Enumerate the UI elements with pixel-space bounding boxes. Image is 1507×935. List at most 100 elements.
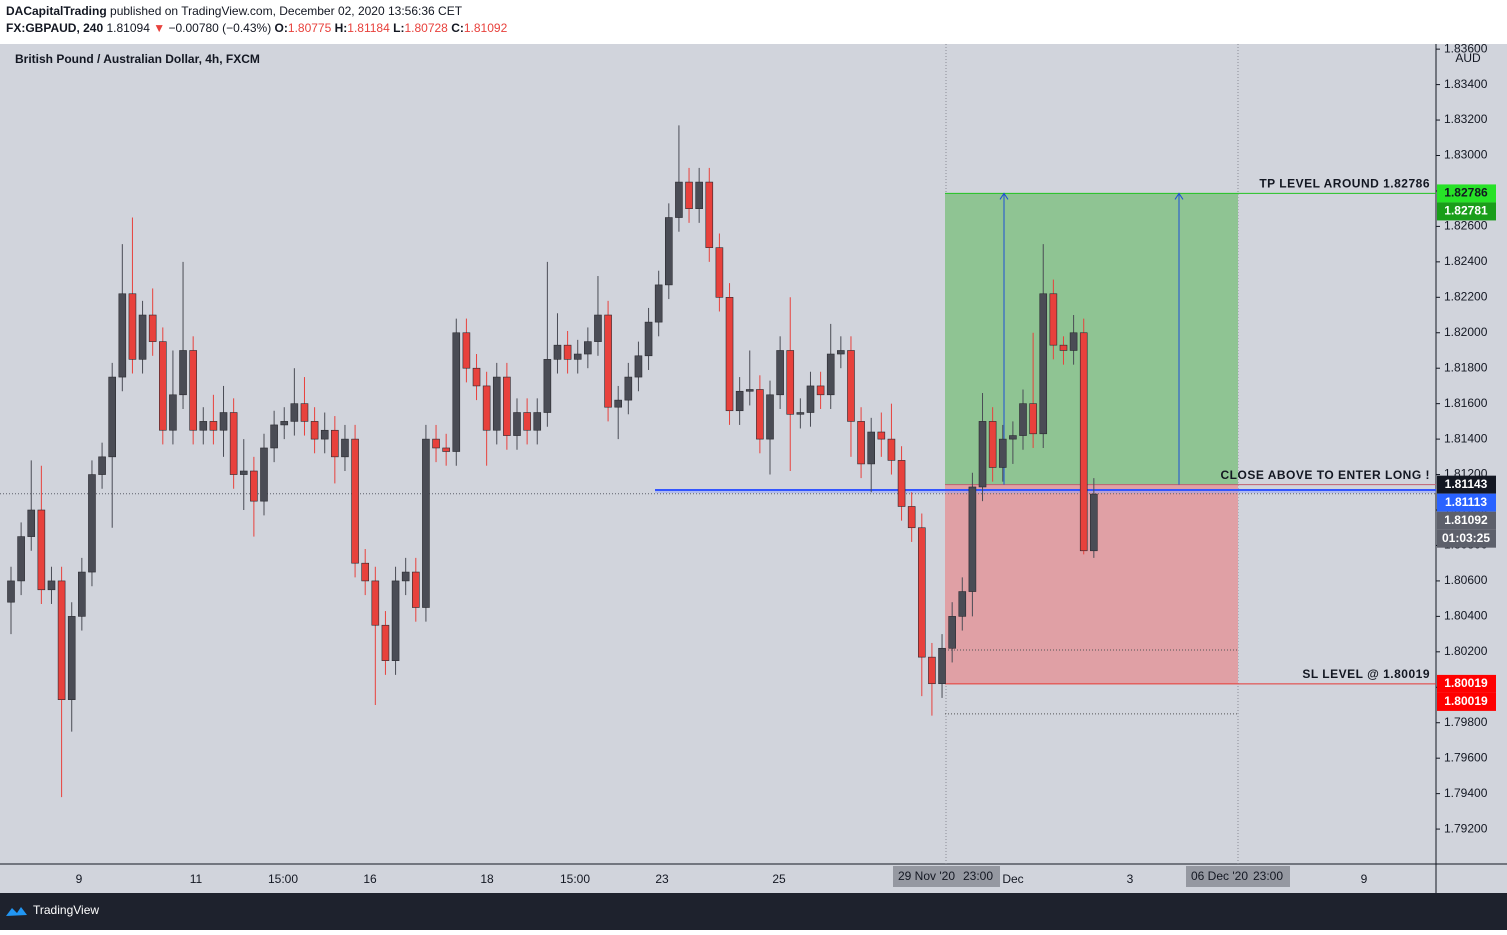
y-tick-label: 1.82400 [1444, 254, 1488, 268]
price-marker-bg [1437, 475, 1496, 494]
candle-body [219, 412, 228, 431]
candle-body [675, 181, 683, 218]
candle-body [614, 399, 623, 408]
symbol-line: FX:GBPAUD, 240 1.81094 ▼ −0.00780 (−0.43… [6, 21, 508, 35]
logo [6, 907, 27, 916]
y-tick-label: 1.83200 [1444, 112, 1488, 126]
candle-body [1059, 344, 1068, 351]
candle-body [725, 297, 734, 412]
candle-body [998, 438, 1007, 468]
footer-bg [0, 893, 1507, 930]
publisher-name: DACapitalTrading [6, 4, 107, 18]
y-tick-label: 1.82600 [1444, 219, 1488, 233]
price-marker: 1.80019 [1444, 676, 1488, 690]
h: 1.81184 [347, 21, 390, 35]
x-tick-label: 16 [363, 872, 377, 886]
y-tick-label: 1.82200 [1444, 289, 1488, 303]
candle-body [371, 580, 380, 626]
candle-body [442, 447, 450, 452]
candle-body [108, 376, 116, 458]
price-marker: 1.82781 [1444, 204, 1488, 218]
y-tick-label: 1.81800 [1444, 360, 1488, 374]
y-tick-label: 1.83000 [1444, 148, 1488, 162]
time-label-bg [893, 866, 1000, 887]
candle-body [503, 376, 511, 436]
candle-body [482, 385, 491, 431]
chart-bg [0, 44, 1507, 893]
candle-body [543, 359, 552, 413]
candle-body [604, 314, 612, 408]
y-tick-label: 1.83400 [1444, 77, 1488, 91]
x-tick-label: 23 [655, 872, 669, 886]
y-tick-label: 1.82000 [1444, 325, 1488, 339]
y-tick-label: 1.83600 [1444, 41, 1488, 55]
price-marker-bg [1437, 493, 1496, 512]
candle-body [37, 509, 46, 591]
candle-body [766, 394, 774, 440]
price-marker-bg [1437, 692, 1496, 711]
price-marker: 1.81113 [1445, 495, 1487, 509]
candle-body [320, 429, 329, 440]
candle-body [341, 438, 349, 458]
candle-body [584, 341, 592, 355]
candle-body [634, 355, 643, 378]
candle-body [533, 412, 542, 431]
c-label: C: [451, 21, 464, 35]
x-tick-label: 25 [772, 872, 786, 886]
candle-body [857, 421, 865, 465]
candle-body [654, 284, 663, 323]
candle-body [938, 647, 946, 685]
l: 1.80728 [404, 21, 448, 35]
c: 1.81092 [464, 21, 508, 35]
candle-body [452, 332, 461, 452]
candle-body [67, 616, 76, 700]
x-tick-label: 15:00 [268, 872, 298, 886]
price-marker-bg [1437, 184, 1496, 203]
candle-body [1039, 293, 1048, 435]
candle-body [877, 431, 886, 440]
candle-body [958, 591, 967, 617]
candle-body [735, 390, 744, 412]
candle-body [705, 181, 714, 248]
candle-body [887, 438, 896, 461]
y-tick-label: 1.80600 [1444, 573, 1488, 587]
candle-body [685, 181, 693, 209]
time-label-date: 29 Nov '20 [898, 869, 955, 883]
candle-body [199, 421, 208, 431]
candle-body [47, 580, 56, 591]
candle-body [290, 403, 299, 422]
brand[interactable]: TradingView [33, 903, 99, 917]
candle-body [138, 314, 147, 360]
last: 1.81094 [106, 21, 150, 35]
price-marker-bg [1437, 511, 1496, 530]
candle-body [1029, 403, 1037, 435]
candle-body [179, 350, 187, 396]
x-tick-label: 9 [1361, 872, 1368, 886]
annotation: TP LEVEL AROUND 1.82786 [1259, 177, 1430, 191]
candle-body [128, 293, 137, 360]
candle-body [300, 403, 309, 422]
candle-body [432, 438, 440, 449]
candle-body [361, 562, 370, 582]
x-tick-label: 3 [1127, 872, 1134, 886]
candle-body [472, 367, 481, 387]
candle-body [381, 624, 390, 661]
arrow-head [1174, 192, 1184, 200]
y-tick-label: 1.80400 [1444, 609, 1488, 623]
candle-body [351, 438, 359, 564]
candle-body [594, 314, 602, 342]
candle-body [57, 580, 66, 700]
y-tick-label: 1.79400 [1444, 786, 1488, 800]
candle-body [897, 460, 906, 507]
candle-body [159, 341, 167, 431]
price-marker: 1.81143 [1445, 477, 1488, 491]
change: −0.00780 (−0.43%) [168, 21, 271, 35]
candle-body [209, 421, 218, 431]
candle-body [776, 350, 784, 396]
price-marker: 1.80019 [1444, 694, 1488, 708]
candle-body [88, 474, 96, 573]
o: 1.80775 [288, 21, 332, 35]
candle-body [816, 385, 825, 396]
price-marker: 1.81092 [1444, 513, 1488, 527]
candle-body [1069, 332, 1078, 351]
